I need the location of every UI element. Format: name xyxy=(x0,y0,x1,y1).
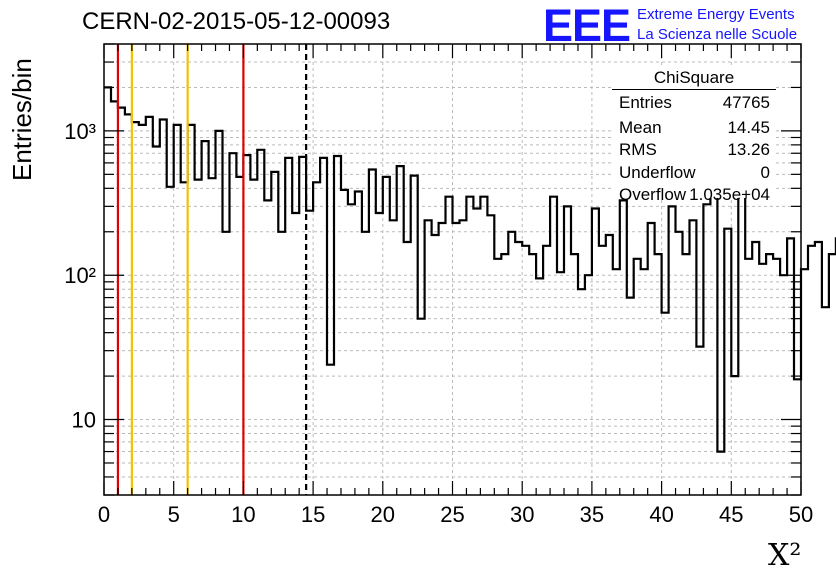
x-tick-label: 40 xyxy=(649,502,673,527)
stats-row-underflow: Underflow 0 xyxy=(619,163,770,185)
stats-title: ChiSquare xyxy=(653,68,735,87)
y-tick-label: 10³ xyxy=(64,119,96,144)
x-tick-label: 35 xyxy=(580,502,604,527)
y-axis-label: Entries/bin xyxy=(7,58,37,181)
eee-logo: EEE xyxy=(543,0,631,51)
logo-subtitle-2: La Scienza nelle Scuole xyxy=(637,26,798,43)
stats-key: Underflow xyxy=(619,163,696,182)
stats-value: 13.26 xyxy=(727,140,770,159)
x-axis-label: X² xyxy=(768,538,802,573)
x-tick-label: 10 xyxy=(231,502,255,527)
stats-box: ChiSquare Entries 47765 Mean 14.45 RMS 1… xyxy=(612,66,776,204)
x-tick-label: 0 xyxy=(98,502,110,527)
stats-value: 14.45 xyxy=(727,118,770,137)
stats-divider xyxy=(612,89,776,90)
stats-value: 0 xyxy=(760,163,770,182)
x-tick-label: 20 xyxy=(371,502,395,527)
x-tick-label: 50 xyxy=(789,502,813,527)
x-tick-label: 45 xyxy=(719,502,743,527)
x-tick-label: 30 xyxy=(510,502,534,527)
x-tick-label: 15 xyxy=(301,502,325,527)
x-tick-label: 25 xyxy=(440,502,464,527)
stats-key: Overflow xyxy=(619,185,687,204)
stats-key: Mean xyxy=(619,118,662,137)
logo-subtitle-1: Extreme Energy Events xyxy=(637,6,795,23)
stats-key: RMS xyxy=(619,140,657,159)
histogram-series xyxy=(104,86,836,453)
stats-key: Entries xyxy=(619,93,672,112)
stats-value: 47765 xyxy=(722,93,770,112)
marker-lines xyxy=(116,44,308,495)
y-ticks: 10 10² 10³ xyxy=(64,43,801,496)
y-tick-label: 10² xyxy=(64,263,96,288)
x-tick-label: 5 xyxy=(168,502,180,527)
x-ticks: 0 5 10 15 20 25 30 35 40 45 50 xyxy=(98,44,813,527)
stats-row-rms: RMS 13.26 xyxy=(619,140,770,162)
stats-row-overflow: Overflow 1.035e+04 xyxy=(619,185,770,207)
plot-title: CERN-02-2015-05-12-00093 xyxy=(82,8,391,35)
stats-row-mean: Mean 14.45 xyxy=(619,118,770,140)
stats-value: 1.035e+04 xyxy=(689,185,770,204)
stats-row-entries: Entries 47765 xyxy=(619,93,770,115)
y-tick-label: 10 xyxy=(72,408,96,433)
